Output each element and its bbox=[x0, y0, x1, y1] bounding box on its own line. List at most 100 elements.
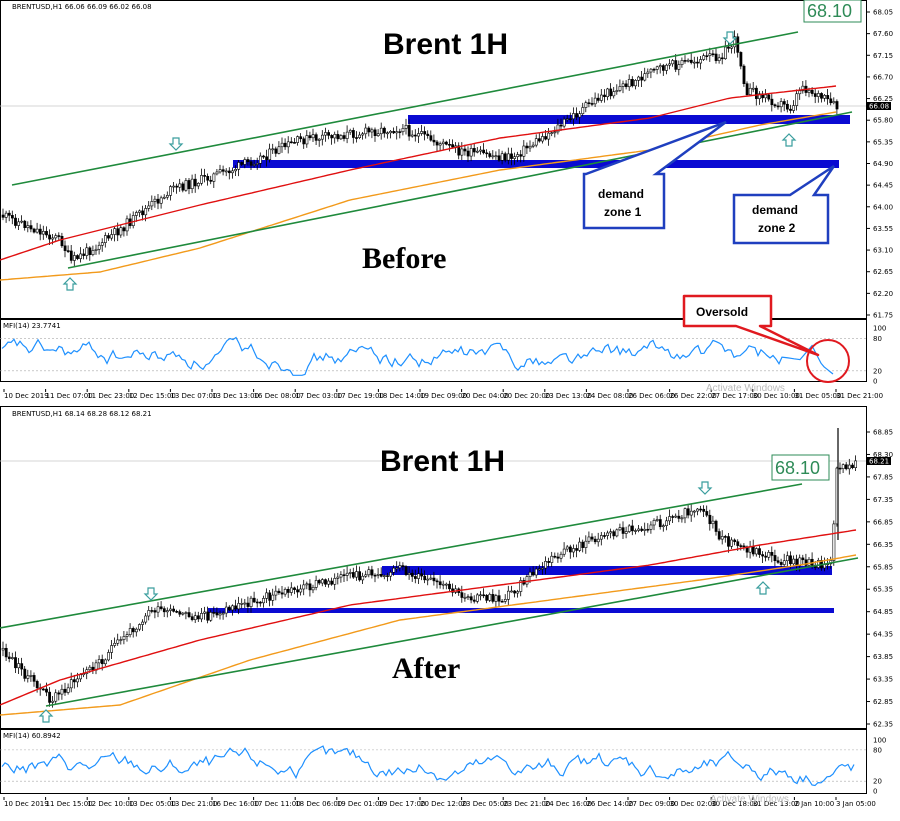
candle-body bbox=[305, 583, 309, 586]
candle-body bbox=[128, 628, 132, 635]
candle-body bbox=[333, 578, 337, 585]
candle-body bbox=[646, 71, 650, 75]
candle-body bbox=[348, 130, 352, 133]
x-tick-label: 24 Dec 16:00 bbox=[545, 800, 592, 808]
candle-body bbox=[175, 611, 179, 613]
candle-body bbox=[674, 60, 678, 70]
candle-body bbox=[162, 196, 166, 199]
x-tick-label: 18 Dec 06:00 bbox=[295, 800, 342, 808]
candle-body bbox=[243, 159, 247, 165]
candle-body bbox=[110, 234, 114, 239]
candle-body bbox=[308, 583, 312, 591]
candle-body bbox=[751, 87, 755, 90]
moving-average-red bbox=[0, 529, 857, 706]
candle-body bbox=[435, 141, 439, 146]
candle-body bbox=[851, 464, 854, 468]
channel-trendline bbox=[11, 31, 799, 186]
candle-body bbox=[327, 132, 331, 136]
mfi-line bbox=[1, 745, 855, 787]
x-tick-label: 2 Jan 10:00 bbox=[794, 800, 834, 808]
candle-body bbox=[262, 155, 265, 158]
y-tick-label: 66.85 bbox=[873, 518, 893, 526]
y-tick-label: 62.20 bbox=[873, 290, 893, 298]
candle-body bbox=[293, 587, 296, 590]
candle-body bbox=[339, 135, 343, 140]
y-tick-label: 64.90 bbox=[873, 160, 893, 168]
y-tick-label: 66.70 bbox=[873, 73, 893, 81]
candle-body bbox=[689, 510, 693, 516]
candle-body bbox=[296, 589, 300, 593]
candle-body bbox=[110, 645, 114, 653]
candle-body bbox=[665, 520, 668, 526]
candle-body bbox=[615, 90, 619, 92]
x-tick-label: 17 Dec 03:00 bbox=[295, 392, 342, 400]
candle-body bbox=[314, 134, 318, 141]
candle-body bbox=[228, 606, 231, 611]
y-tick-label: 65.35 bbox=[873, 138, 893, 146]
candle-body bbox=[782, 101, 786, 105]
candle-body bbox=[48, 691, 52, 703]
candle-body bbox=[816, 560, 820, 568]
y-tick-label: 61.75 bbox=[873, 312, 893, 320]
candle-body bbox=[841, 464, 845, 469]
bottom-chart-title: Brent 1H bbox=[380, 445, 505, 478]
candle-body bbox=[104, 235, 107, 243]
candle-body bbox=[727, 536, 730, 547]
candle-body bbox=[119, 639, 123, 641]
candle-body bbox=[553, 555, 557, 558]
candle-body bbox=[500, 600, 504, 603]
candle-body bbox=[358, 134, 362, 138]
candle-body bbox=[311, 587, 315, 591]
candle-body bbox=[231, 605, 234, 611]
candle-body bbox=[271, 594, 275, 601]
candle-body bbox=[413, 134, 417, 137]
candle-body bbox=[649, 524, 653, 530]
candle-body bbox=[637, 528, 641, 531]
candle-body bbox=[240, 603, 244, 605]
candle-body bbox=[206, 611, 210, 621]
candle-body bbox=[135, 628, 138, 633]
candle-body bbox=[612, 91, 616, 97]
candle-body bbox=[733, 36, 737, 48]
demand-zone-bar bbox=[408, 115, 850, 124]
candle-body bbox=[832, 101, 836, 104]
candle-body bbox=[197, 615, 200, 620]
candle-body bbox=[559, 124, 563, 127]
candle-body bbox=[847, 464, 851, 470]
candle-body bbox=[652, 520, 656, 526]
bottom-after-label: After bbox=[392, 652, 460, 685]
top-watermark: Activate Windows bbox=[706, 383, 785, 394]
candle-body bbox=[150, 610, 154, 612]
candle-body bbox=[190, 616, 194, 620]
candle-body bbox=[382, 575, 386, 577]
candle-body bbox=[435, 580, 439, 583]
down-arrow-icon bbox=[143, 587, 159, 601]
candle-body bbox=[621, 83, 625, 87]
candle-body bbox=[166, 195, 169, 198]
candle-body bbox=[606, 88, 610, 98]
candle-body bbox=[271, 148, 275, 151]
candle-body bbox=[4, 212, 8, 218]
candle-body bbox=[448, 143, 451, 146]
candle-body bbox=[627, 525, 631, 532]
candle-body bbox=[593, 538, 597, 543]
candle-body bbox=[221, 169, 225, 172]
candle-body bbox=[655, 66, 659, 70]
up-arrow-icon bbox=[755, 581, 771, 595]
candle-body bbox=[125, 634, 129, 637]
candle-body bbox=[181, 612, 185, 615]
candle-body bbox=[562, 548, 566, 555]
y-tick-label: 67.60 bbox=[873, 30, 893, 38]
candle-body bbox=[441, 583, 445, 586]
x-tick-label: 20 Dec 04:00 bbox=[462, 392, 509, 400]
candle-body bbox=[479, 149, 482, 152]
candle-body bbox=[26, 675, 30, 679]
candle-body bbox=[69, 679, 73, 689]
candle-body bbox=[395, 567, 399, 570]
candle-body bbox=[640, 528, 644, 531]
candle-body bbox=[159, 606, 163, 609]
candle-body bbox=[727, 46, 730, 49]
candle-body bbox=[556, 124, 560, 133]
candle-body bbox=[637, 76, 641, 81]
candle-body bbox=[392, 567, 396, 573]
